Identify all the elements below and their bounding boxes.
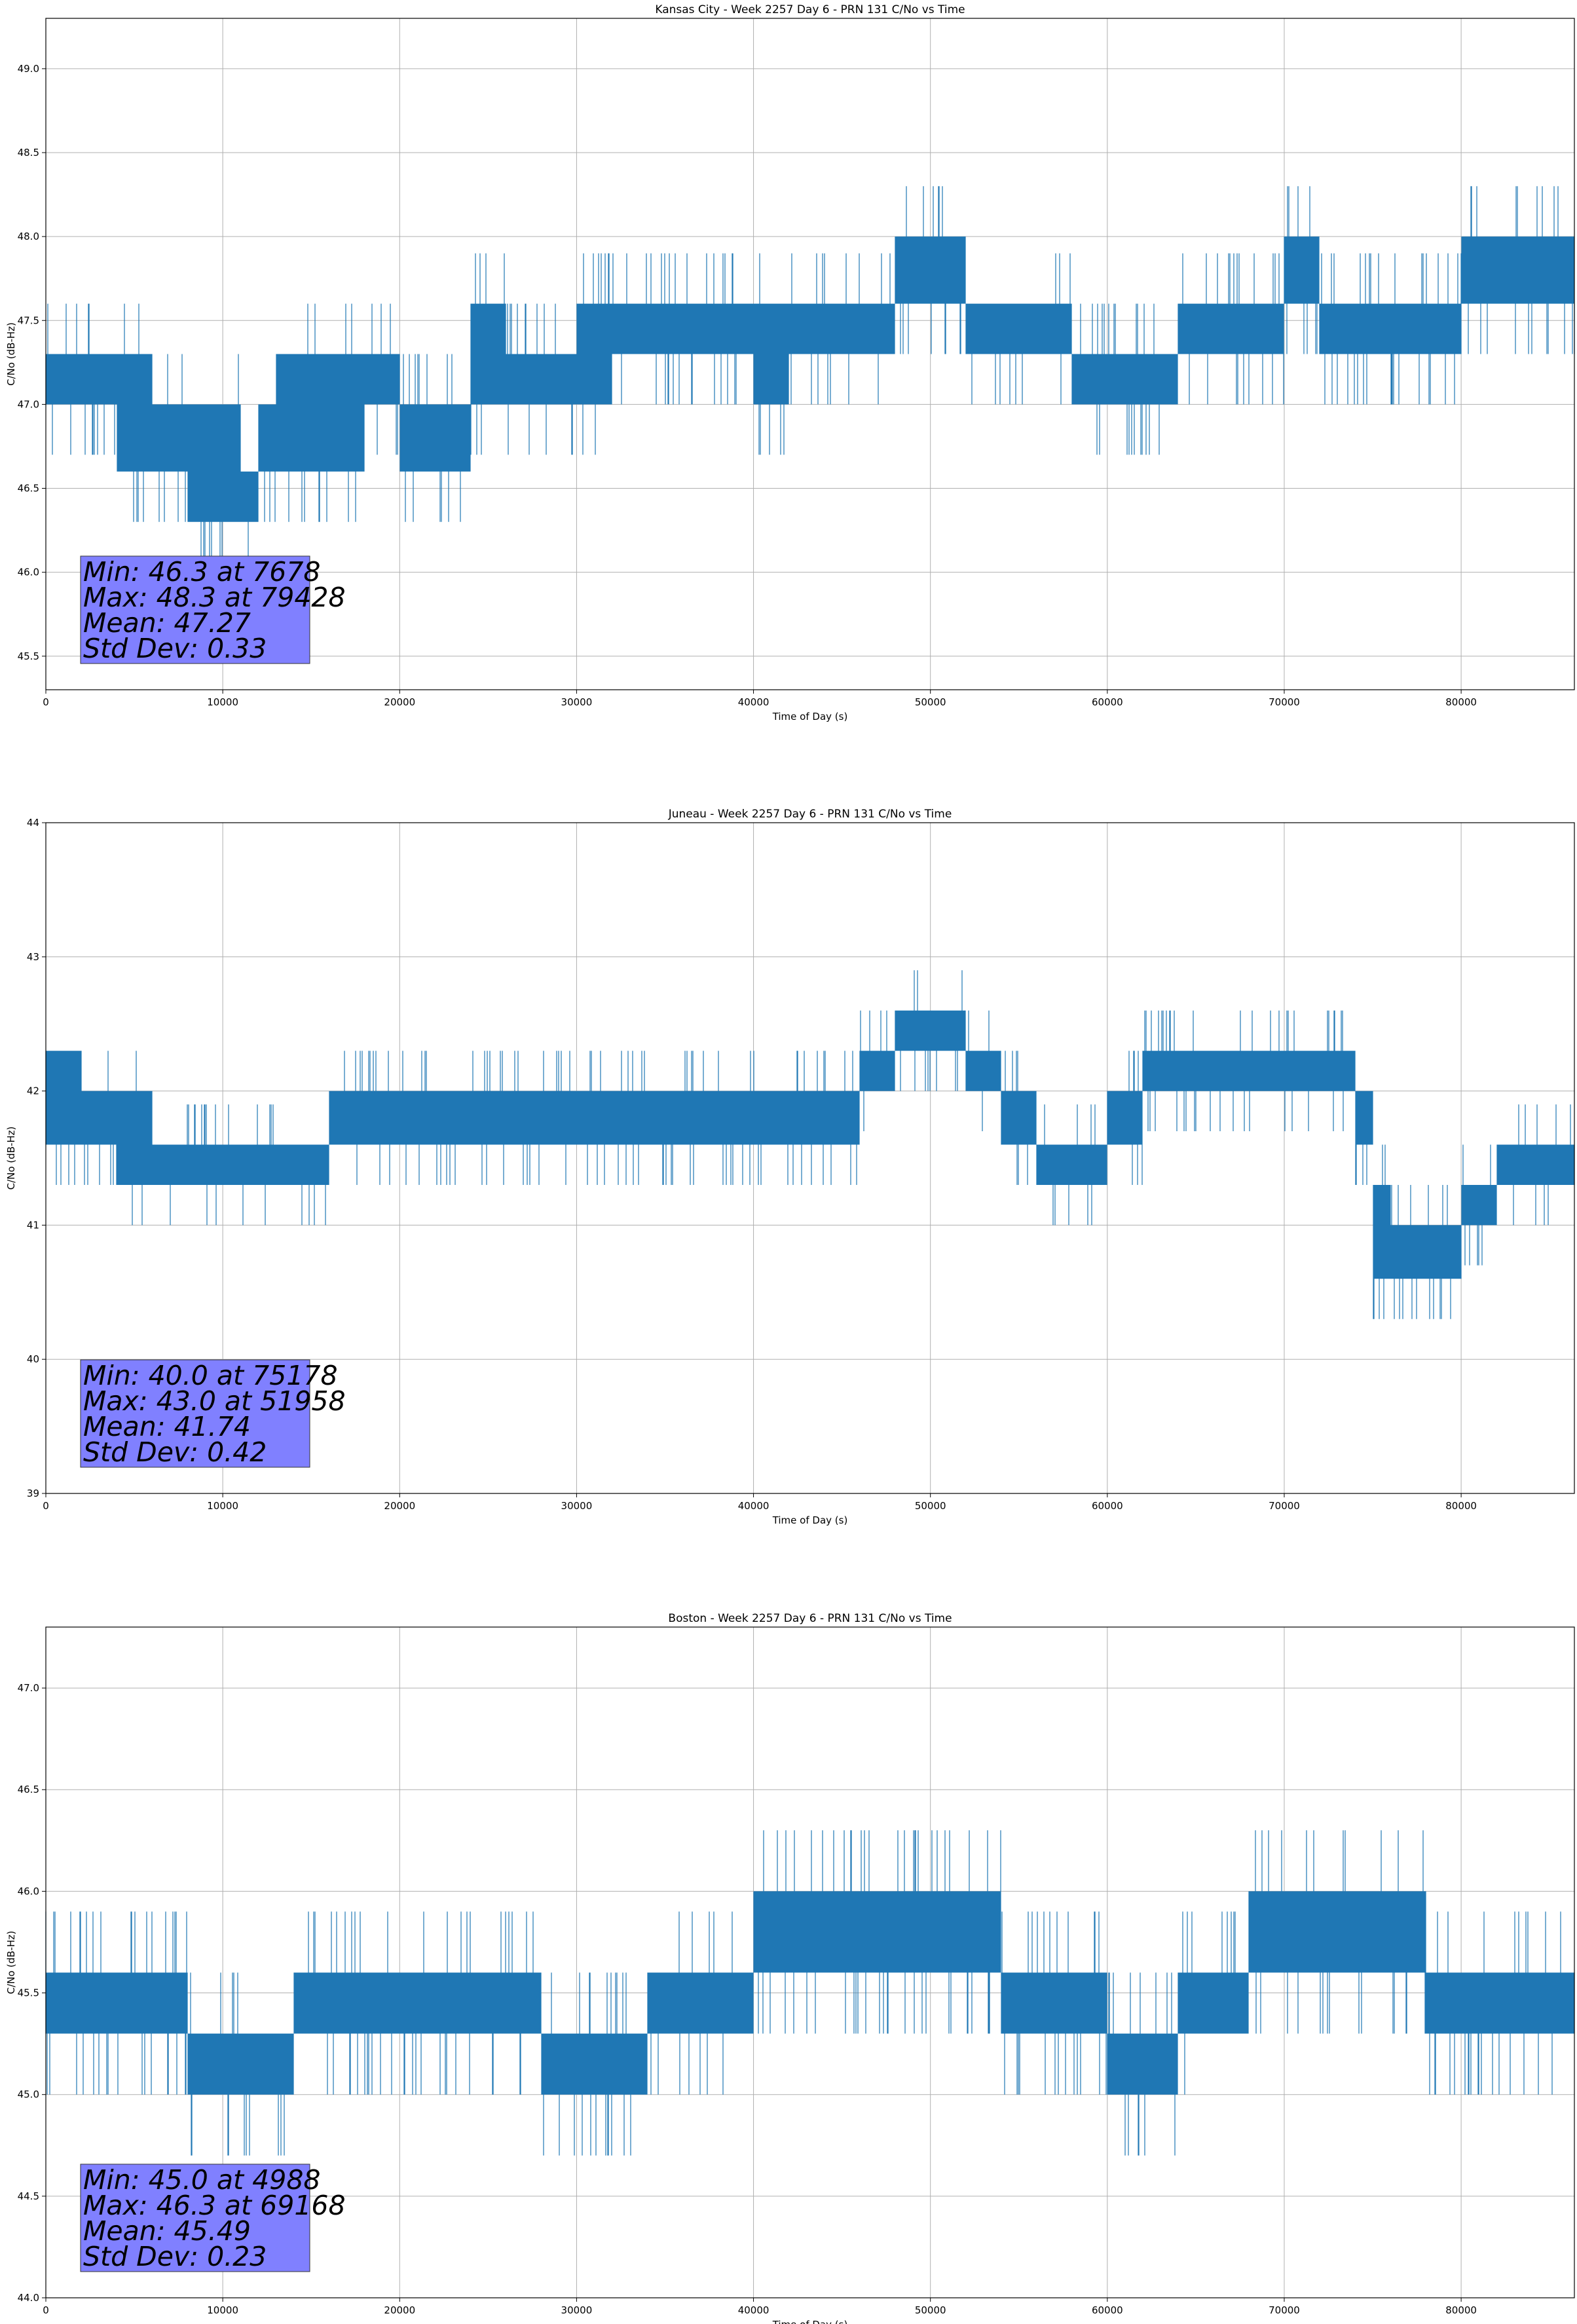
y-tick-label: 44 — [27, 817, 39, 829]
stats-line: Min: 45.0 at 4988 — [83, 2164, 321, 2196]
x-tick-label: 70000 — [1269, 696, 1300, 708]
y-tick-label: 40 — [27, 1353, 39, 1365]
x-tick-label: 50000 — [915, 1500, 946, 1512]
x-tick-label: 0 — [43, 2304, 49, 2316]
stats-line: Max: 43.0 at 51958 — [83, 1385, 346, 1417]
x-axis-label: Time of Day (s) — [772, 2319, 848, 2324]
x-tick-label: 40000 — [738, 1500, 770, 1512]
stats-line: Min: 40.0 at 75178 — [83, 1360, 338, 1391]
series-line — [45, 970, 1575, 1319]
chart-panel-3: 0 10000 20000 30000 40000 50000 60000 70000 8000… — [5, 1612, 1575, 2324]
x-tick-label: 0 — [43, 1500, 49, 1512]
x-tick-label: 10000 — [207, 696, 238, 708]
y-tick-label: 45.5 — [18, 650, 39, 662]
x-tick-label: 80000 — [1445, 2304, 1477, 2316]
chart-title: Kansas City - Week 2257 Day 6 - PRN 131 … — [655, 3, 965, 16]
stats-line: Max: 46.3 at 69168 — [83, 2190, 346, 2221]
stats-line: Mean: 41.74 — [83, 1411, 251, 1442]
y-tick-label: 46.0 — [18, 1885, 39, 1897]
y-tick-label: 47.5 — [18, 314, 39, 326]
y-axis-label: C/No (dB-Hz) — [5, 1127, 17, 1190]
stats-line: Std Dev: 0.33 — [83, 633, 267, 664]
y-tick-label: 44.5 — [18, 2190, 39, 2202]
series-line — [45, 186, 1575, 572]
y-tick-label: 46.0 — [18, 567, 39, 578]
stats-box — [80, 2164, 310, 2272]
x-tick-label: 60000 — [1092, 1500, 1123, 1512]
x-tick-label: 60000 — [1092, 696, 1123, 708]
stats-line: Mean: 45.49 — [83, 2215, 251, 2247]
x-tick-label: 50000 — [915, 2304, 946, 2316]
x-tick-label: 70000 — [1269, 1500, 1300, 1512]
y-tick-label: 49.0 — [18, 63, 39, 75]
y-tick-label: 47.0 — [18, 398, 39, 410]
stats-line: Mean: 47.27 — [83, 607, 251, 639]
chart-title: Juneau - Week 2257 Day 6 - PRN 131 C/No … — [668, 808, 952, 821]
y-tick-label: 47.0 — [18, 1682, 39, 1694]
y-tick-label: 39 — [27, 1488, 39, 1499]
series-band — [45, 970, 1575, 1319]
axes-frame — [45, 18, 1575, 690]
x-tick-label: 0 — [43, 696, 49, 708]
y-tick-label: 44.0 — [18, 2292, 39, 2304]
stats-line: Max: 48.3 at 79428 — [83, 582, 346, 613]
x-tick-label: 20000 — [384, 2304, 415, 2316]
x-tick-label: 30000 — [561, 696, 593, 708]
y-tick-label: 43 — [27, 951, 39, 963]
stats-line: Std Dev: 0.23 — [83, 2241, 267, 2272]
x-tick-label: 10000 — [207, 1500, 238, 1512]
x-tick-label: 10000 — [207, 2304, 238, 2316]
y-axis-label: C/No (dB-Hz) — [5, 1931, 17, 1995]
x-tick-label: 80000 — [1445, 696, 1477, 708]
x-tick-label: 60000 — [1092, 2304, 1123, 2316]
stats-box — [80, 555, 310, 664]
y-tick-label: 48.5 — [18, 147, 39, 159]
y-tick-label: 45.5 — [18, 1987, 39, 1999]
x-tick-label: 30000 — [561, 1500, 593, 1512]
y-tick-label: 45.0 — [18, 2089, 39, 2101]
x-tick-label: 40000 — [738, 696, 770, 708]
y-axis-label: C/No (dB-Hz) — [5, 322, 17, 386]
series-band — [45, 186, 1575, 572]
x-tick-label: 30000 — [561, 2304, 593, 2316]
stats-line: Std Dev: 0.42 — [83, 1436, 267, 1468]
chart-panel-2: 0 10000 20000 30000 40000 50000 60000 70000 8000… — [5, 808, 1575, 1526]
x-tick-label: 50000 — [915, 696, 946, 708]
y-tick-label: 46.5 — [18, 483, 39, 495]
stats-box — [80, 1359, 310, 1468]
y-tick-label: 48.0 — [18, 231, 39, 242]
chart-panel-1: 0 10000 20000 30000 40000 50000 60000 70000 8000… — [5, 3, 1575, 722]
stats-line: Min: 46.3 at 7678 — [83, 556, 321, 588]
y-tick-label: 46.5 — [18, 1784, 39, 1795]
x-tick-label: 20000 — [384, 1500, 415, 1512]
x-tick-label: 40000 — [738, 2304, 770, 2316]
x-tick-label: 80000 — [1445, 1500, 1477, 1512]
y-tick-label: 42 — [27, 1085, 39, 1097]
x-axis-label: Time of Day (s) — [772, 711, 848, 722]
x-tick-label: 20000 — [384, 696, 415, 708]
y-tick-label: 41 — [27, 1219, 39, 1231]
x-axis-label: Time of Day (s) — [772, 1514, 848, 1526]
axes-frame — [45, 1626, 1575, 2298]
chart-title: Boston - Week 2257 Day 6 - PRN 131 C/No … — [668, 1612, 952, 1625]
x-tick-label: 70000 — [1269, 2304, 1300, 2316]
axes-frame — [45, 822, 1575, 1494]
